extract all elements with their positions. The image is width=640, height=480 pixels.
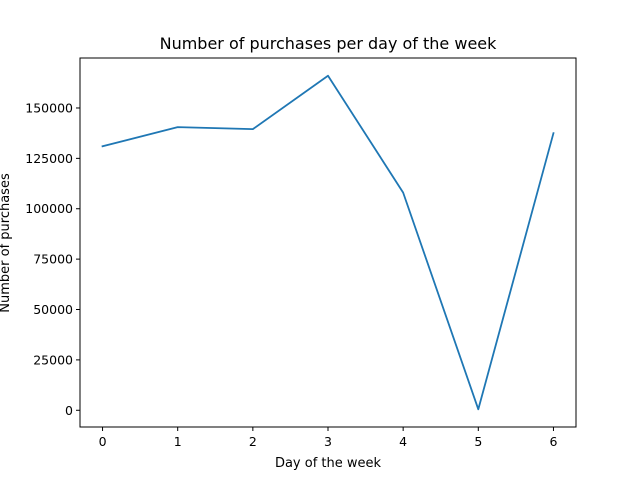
x-tick-label: 3 bbox=[324, 434, 332, 449]
y-axis-ticks: 0 25000 50000 75000 100000 125000 150000 bbox=[25, 100, 80, 418]
y-tick-label: 150000 bbox=[25, 100, 73, 115]
chart-title: Number of purchases per day of the week bbox=[160, 34, 498, 53]
x-tick-label: 1 bbox=[174, 434, 182, 449]
x-tick-label: 5 bbox=[474, 434, 482, 449]
y-tick-label: 0 bbox=[65, 403, 73, 418]
x-axis-label: Day of the week bbox=[275, 456, 382, 471]
plot-frame bbox=[79, 57, 577, 428]
x-tick-label: 0 bbox=[99, 434, 107, 449]
series-line bbox=[101, 74, 555, 411]
x-tick-label: 6 bbox=[549, 434, 557, 449]
y-tick-label: 75000 bbox=[33, 252, 73, 267]
x-tick-label: 4 bbox=[399, 434, 407, 449]
y-tick-label: 125000 bbox=[25, 151, 73, 166]
y-axis-label: Number of purchases bbox=[0, 173, 13, 313]
x-tick-label: 2 bbox=[249, 434, 257, 449]
x-axis-ticks: 0 1 2 3 4 5 6 bbox=[99, 427, 557, 449]
y-tick-label: 50000 bbox=[33, 302, 73, 317]
y-tick-label: 100000 bbox=[25, 201, 73, 216]
y-tick-label: 25000 bbox=[33, 352, 73, 367]
plot-series bbox=[101, 74, 555, 411]
